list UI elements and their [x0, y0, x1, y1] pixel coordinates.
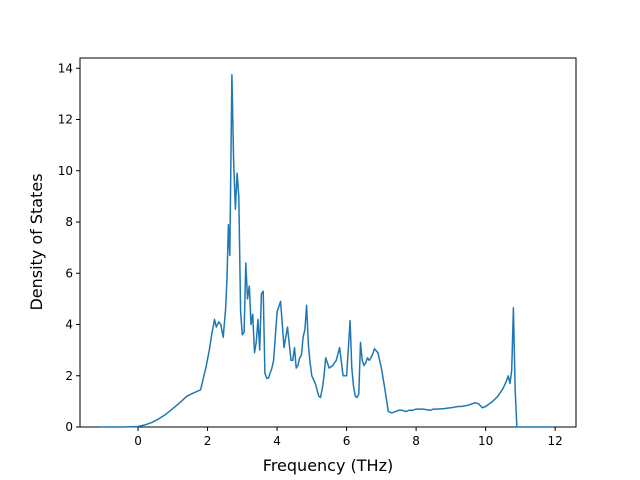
x-tick-label: 0: [134, 434, 142, 448]
dos-series-line: [99, 73, 554, 428]
series-layer: [99, 73, 554, 428]
y-tick-label: 0: [65, 420, 73, 434]
y-tick-label: 4: [65, 318, 73, 332]
y-tick-label: 6: [65, 266, 73, 280]
y-tick-label: 14: [58, 61, 73, 75]
x-tick-label: 2: [204, 434, 212, 448]
x-axis-ticks: 0 2 4 6 8 10 12: [134, 427, 563, 448]
x-tick-label: 4: [273, 434, 281, 448]
y-tick-label: 2: [65, 369, 73, 383]
x-tick-label: 12: [548, 434, 563, 448]
y-tick-label: 8: [65, 215, 73, 229]
y-tick-label: 12: [58, 113, 73, 127]
y-axis-label: Density of States: [27, 173, 46, 310]
y-tick-label: 10: [58, 164, 73, 178]
x-axis-label: Frequency (THz): [263, 456, 393, 475]
x-tick-label: 8: [412, 434, 420, 448]
x-tick-label: 6: [343, 434, 351, 448]
y-axis-ticks: 0 2 4 6 8 10 12 14: [58, 61, 80, 434]
x-tick-label: 10: [478, 434, 493, 448]
plot-area-frame: [79, 57, 577, 428]
